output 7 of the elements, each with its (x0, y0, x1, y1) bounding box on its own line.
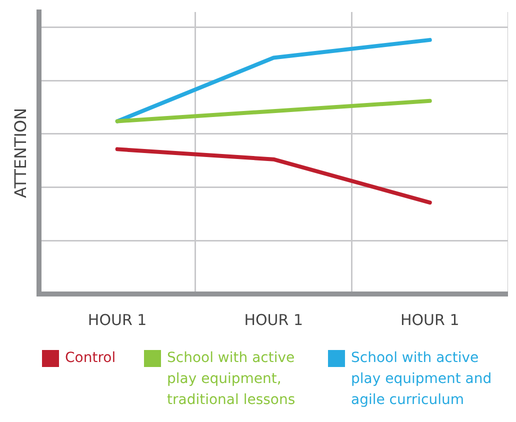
x-tick-label: HOUR 1 (400, 310, 460, 329)
x-tick-label: HOUR 1 (244, 310, 304, 329)
x-tick-label: HOUR 1 (88, 310, 147, 329)
legend-label: School with active play equipment, traditional lessons (167, 349, 296, 410)
y-axis-title: ATTENTION (10, 108, 30, 198)
legend-label: Control (65, 349, 116, 368)
legend-label: School with active play equipment and agile curriculum (351, 349, 493, 410)
